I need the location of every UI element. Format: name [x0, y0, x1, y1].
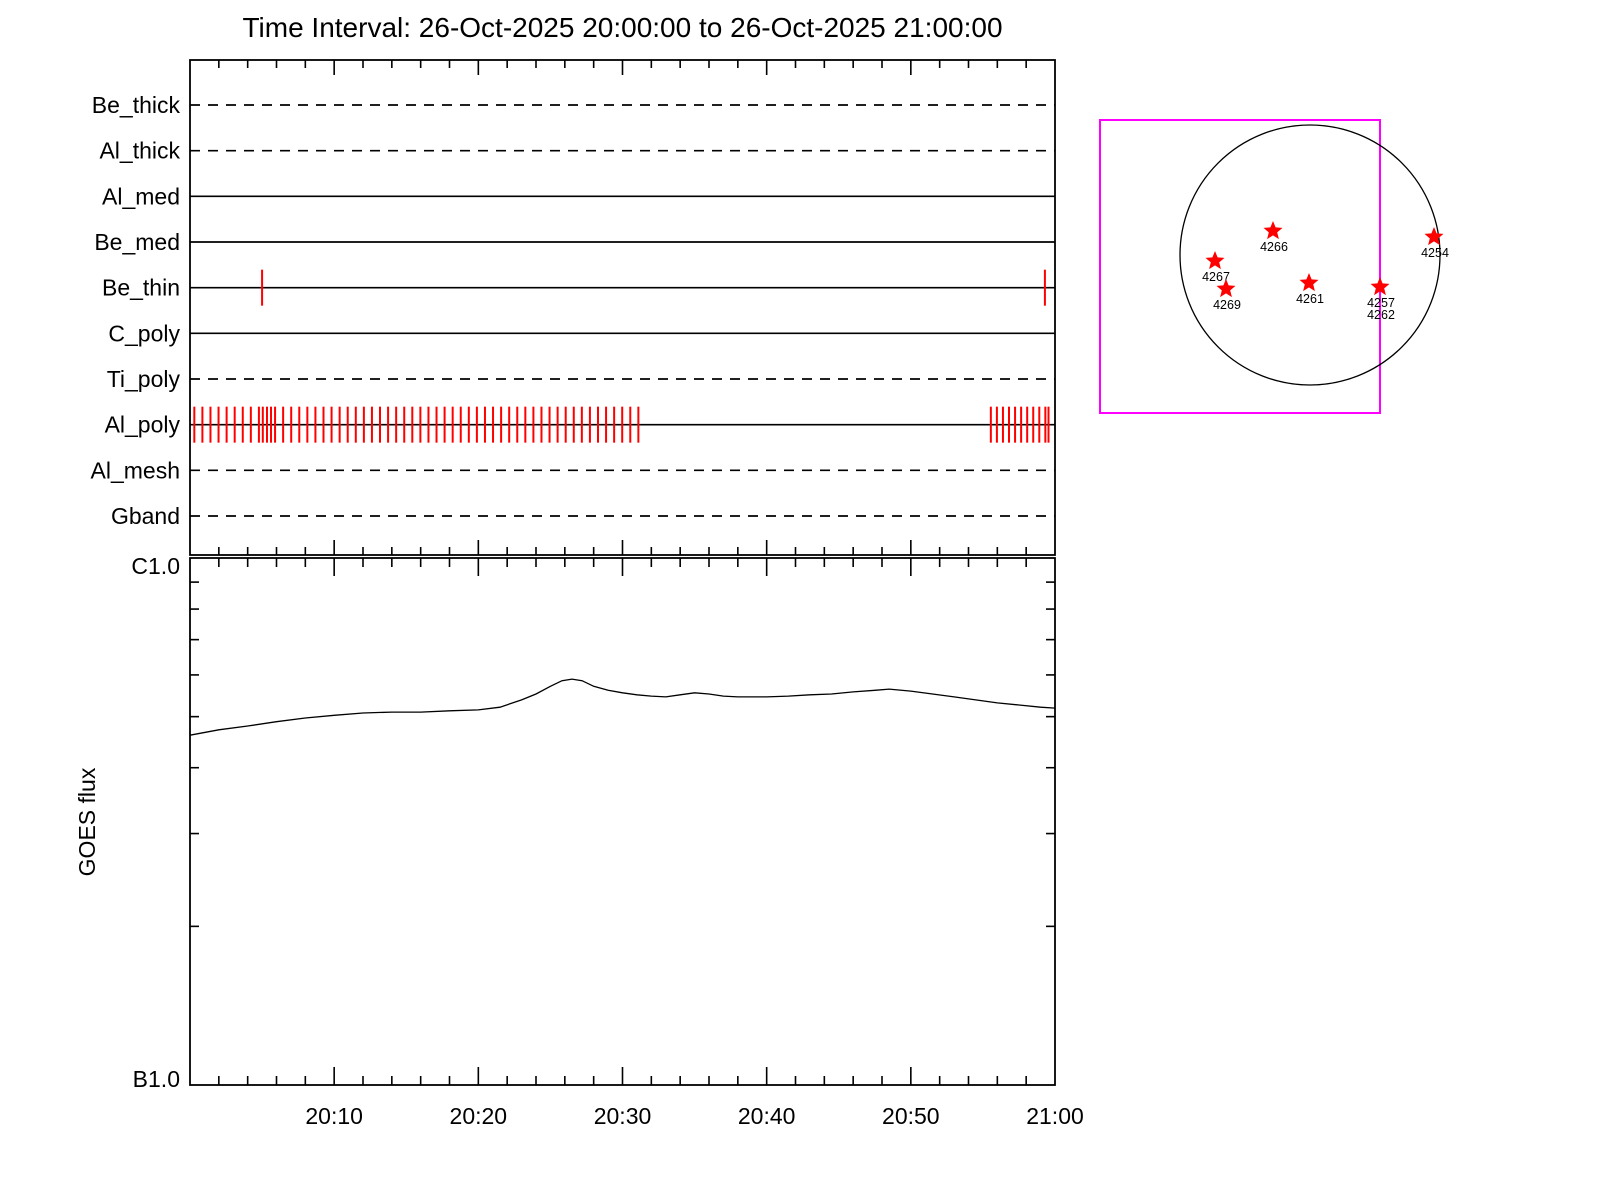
channel-label-Be_med: Be_med	[94, 229, 180, 255]
x-tick-label-20:40: 20:40	[738, 1103, 796, 1129]
channel-label-Al_thick: Al_thick	[99, 138, 180, 164]
channel-label-Al_med: Al_med	[102, 183, 180, 209]
fov-box	[1099, 119, 1381, 414]
goes-y-axis-title: GOES flux	[74, 767, 100, 876]
active-region-label-4254: 4254	[1421, 246, 1449, 260]
channel-label-Be_thick: Be_thick	[92, 92, 181, 118]
active-region-label-4267: 4267	[1202, 270, 1230, 284]
channel-label-Al_mesh: Al_mesh	[91, 457, 180, 483]
y-axis-bottom-label: B1.0	[133, 1066, 180, 1092]
x-tick-label-20:20: 20:20	[450, 1103, 508, 1129]
active-region-label-4266: 4266	[1260, 240, 1288, 254]
goes-border	[189, 557, 1056, 1086]
active-region-label-4261: 4261	[1296, 292, 1324, 306]
plot-title: Time Interval: 26-Oct-2025 20:00:00 to 2…	[242, 12, 1003, 43]
y-axis-top-label: C1.0	[131, 553, 180, 579]
solar-limb	[1179, 124, 1441, 386]
active-region-star-4267	[1205, 251, 1225, 270]
active-region-label-4262: 4262	[1367, 308, 1395, 322]
timeline-border	[189, 59, 1056, 556]
x-tick-label-20:50: 20:50	[882, 1103, 940, 1129]
active-region-star-4261	[1299, 273, 1319, 292]
goes-flux-curve	[189, 678, 1056, 736]
x-tick-label-21:00: 21:00	[1026, 1103, 1084, 1129]
channel-label-Gband: Gband	[111, 503, 180, 529]
active-region-label-4269: 4269	[1213, 298, 1241, 312]
active-region-label-4257: 4257	[1367, 296, 1395, 310]
active-region-star-4254	[1424, 227, 1444, 246]
active-region-star-4269	[1216, 279, 1236, 298]
channel-label-Be_thin: Be_thin	[102, 275, 180, 301]
channel-label-Ti_poly: Ti_poly	[107, 366, 181, 392]
active-region-star-4257	[1370, 277, 1390, 296]
channel-label-Al_poly: Al_poly	[105, 412, 181, 438]
x-tick-label-20:10: 20:10	[305, 1103, 363, 1129]
active-region-star-4266	[1263, 221, 1283, 240]
x-tick-label-20:30: 20:30	[594, 1103, 652, 1129]
channel-label-C_poly: C_poly	[108, 320, 180, 346]
